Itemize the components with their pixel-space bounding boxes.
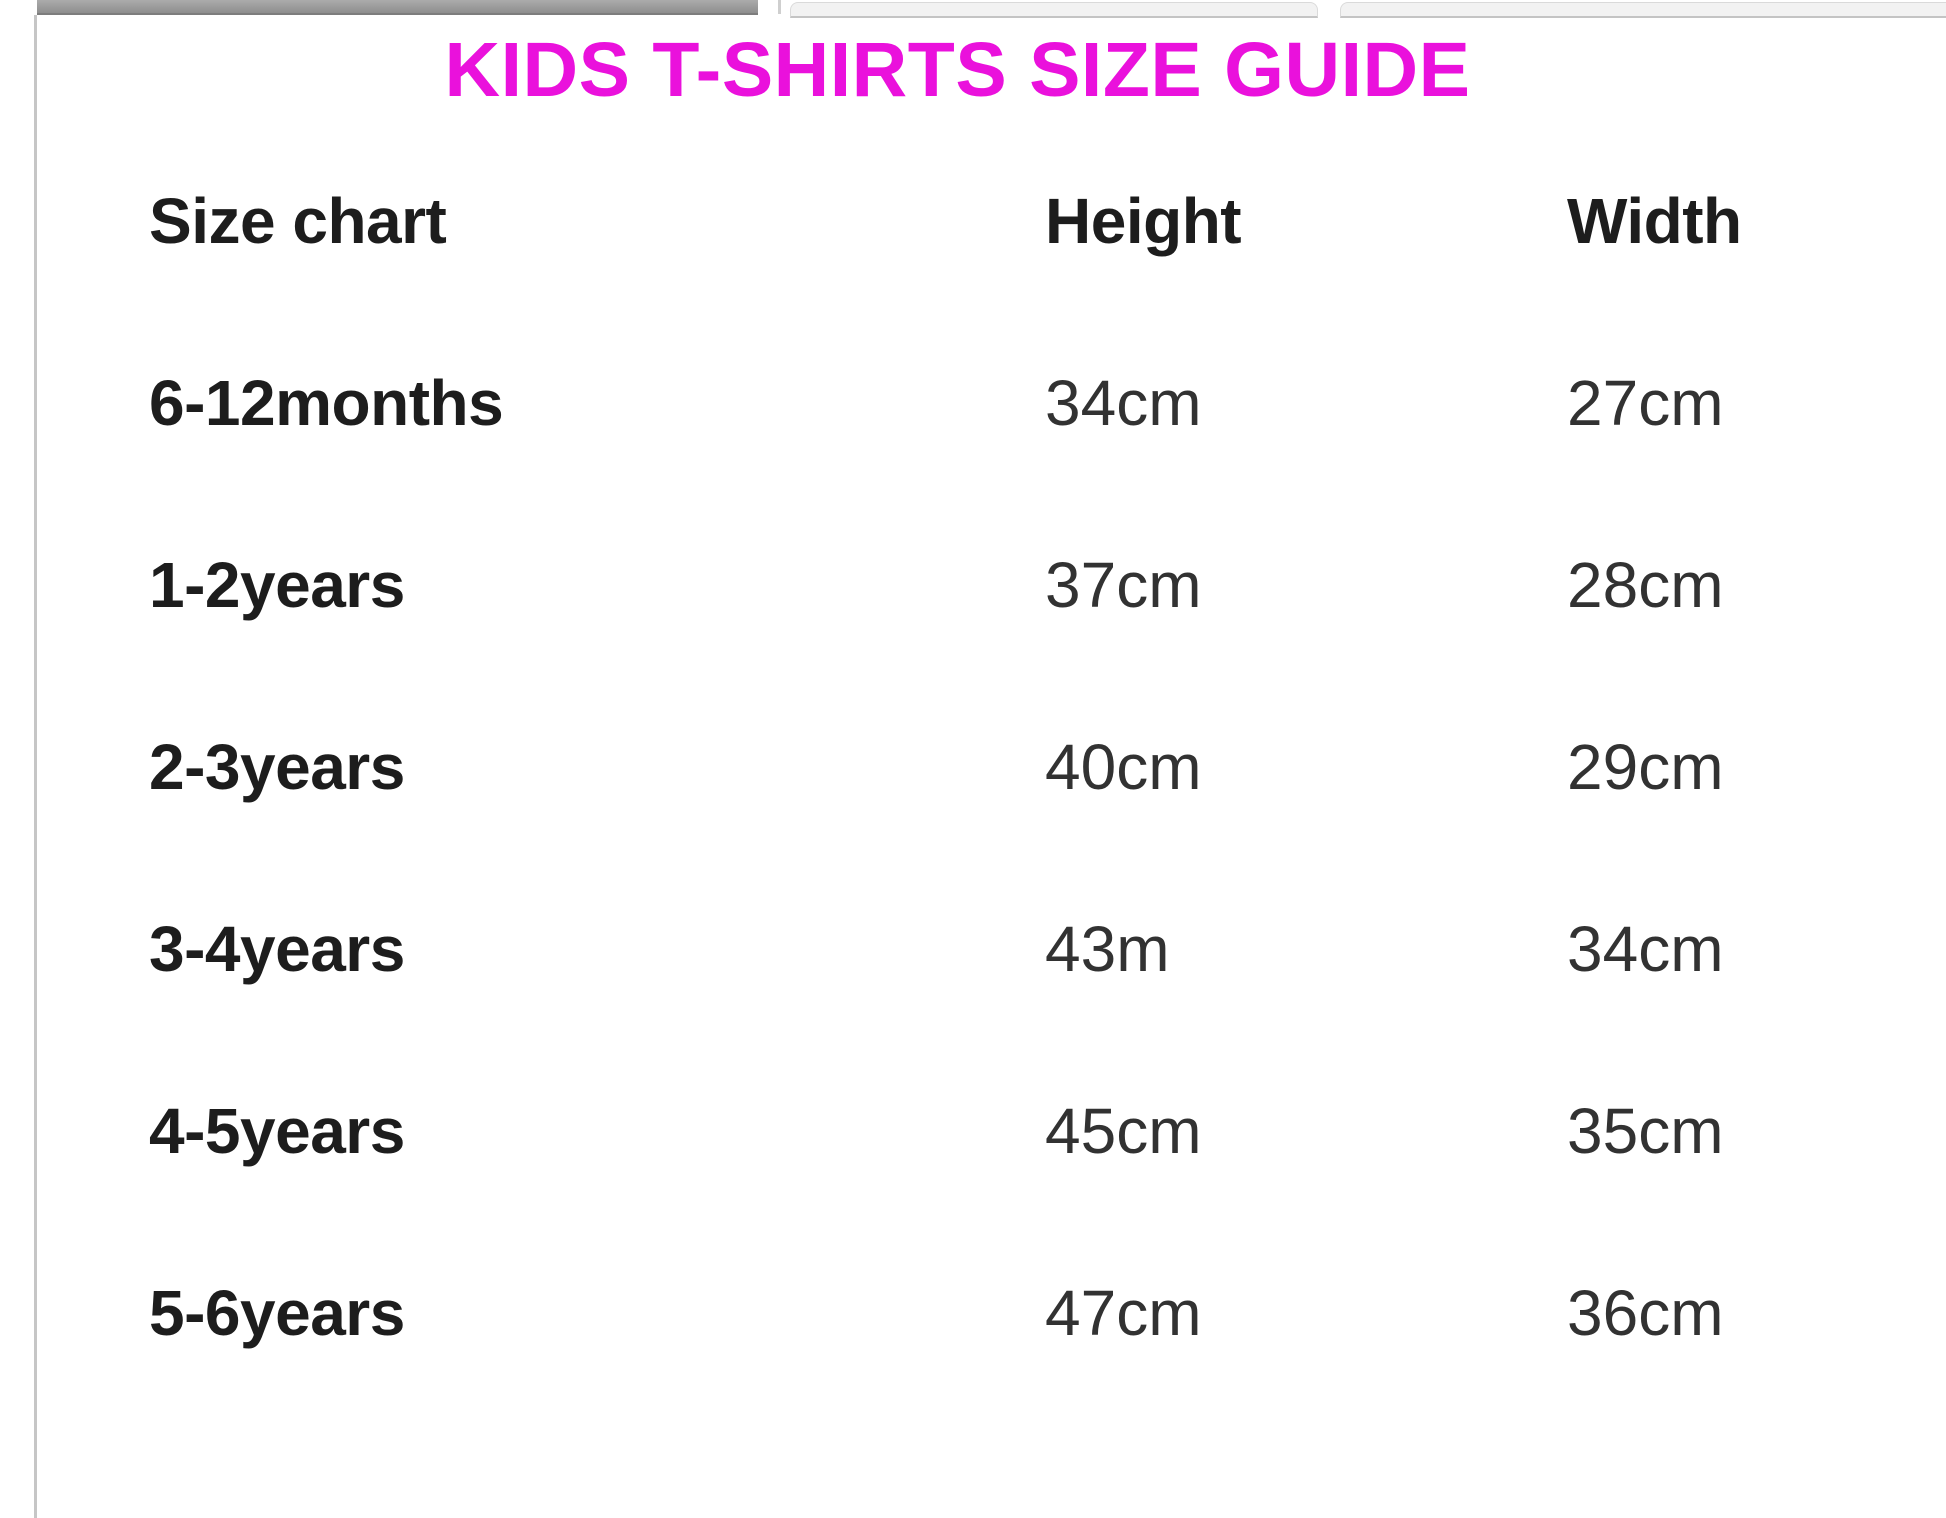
table-row: 5-6years 47cm 36cm xyxy=(149,1222,1946,1404)
top-strip xyxy=(0,0,1946,26)
height-value: 45cm xyxy=(1045,1095,1202,1167)
page-left-border xyxy=(34,15,37,1518)
tab-edge-right[interactable] xyxy=(1340,2,1946,18)
size-table: Size chart Height Width 6-12months 34cm 27… xyxy=(149,130,1946,1404)
height-value: 47cm xyxy=(1045,1277,1202,1349)
height-value: 37cm xyxy=(1045,549,1202,621)
row-label: 6-12months xyxy=(149,367,504,439)
table-row: 3-4years 43m 34cm xyxy=(149,858,1946,1040)
table-header-row: Size chart Height Width xyxy=(149,130,1946,312)
tab-edge-left[interactable] xyxy=(790,2,1318,18)
width-value: 29cm xyxy=(1567,731,1724,803)
table-row: 2-3years 40cm 29cm xyxy=(149,676,1946,858)
table-row: 6-12months 34cm 27cm xyxy=(149,312,1946,494)
height-value: 34cm xyxy=(1045,367,1202,439)
table-row: 4-5years 45cm 35cm xyxy=(149,1040,1946,1222)
scrollbar-thumb[interactable] xyxy=(37,0,758,15)
row-label: 3-4years xyxy=(149,913,405,985)
table-row: 1-2years 37cm 28cm xyxy=(149,494,1946,676)
column-header-size-chart: Size chart xyxy=(149,185,447,257)
width-value: 28cm xyxy=(1567,549,1724,621)
row-label: 4-5years xyxy=(149,1095,405,1167)
row-label: 2-3years xyxy=(149,731,405,803)
width-value: 27cm xyxy=(1567,367,1724,439)
row-label: 5-6years xyxy=(149,1277,405,1349)
width-value: 35cm xyxy=(1567,1095,1724,1167)
strip-divider xyxy=(778,0,781,14)
size-table-body: 6-12months 34cm 27cm 1-2years 37cm 28cm 2-3yea… xyxy=(149,312,1946,1404)
height-value: 43m xyxy=(1045,913,1170,985)
width-value: 34cm xyxy=(1567,913,1724,985)
height-value: 40cm xyxy=(1045,731,1202,803)
column-header-height: Height xyxy=(1045,185,1242,257)
page-title: KIDS T-SHIRTS SIZE GUIDE xyxy=(444,27,1471,113)
column-header-width: Width xyxy=(1567,185,1742,257)
width-value: 36cm xyxy=(1567,1277,1724,1349)
row-label: 1-2years xyxy=(149,549,405,621)
